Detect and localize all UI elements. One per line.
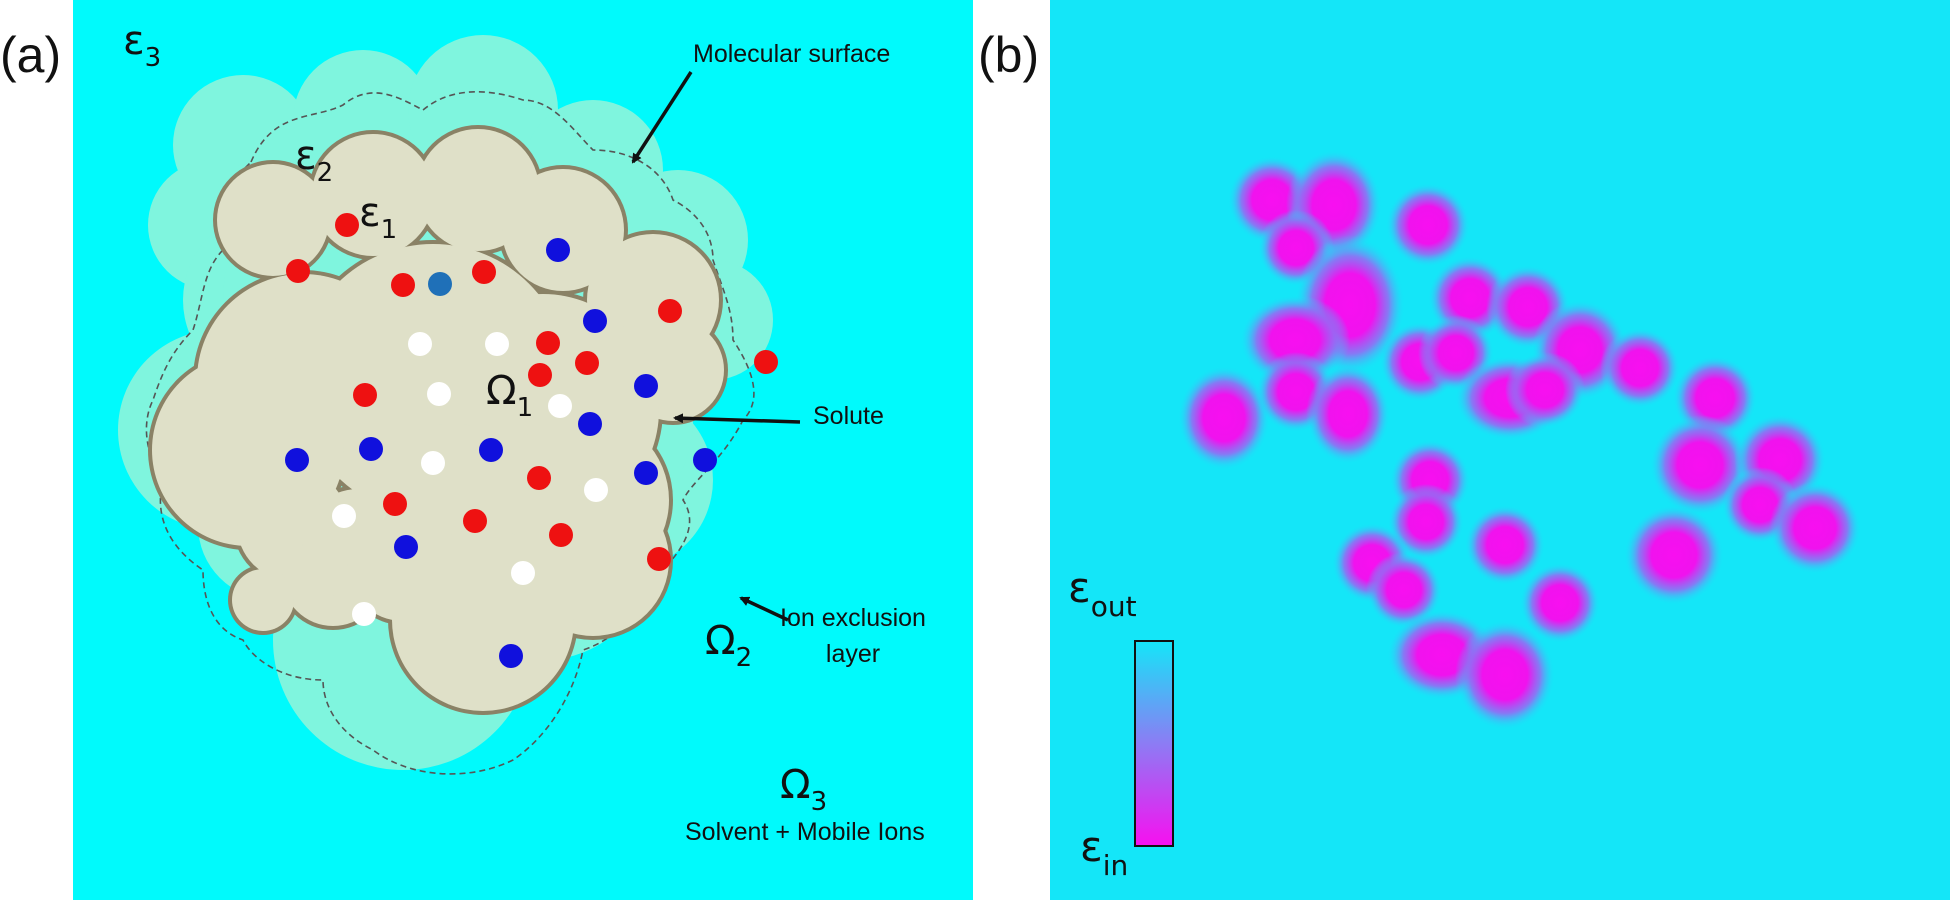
panel-a-letter: (a) [0,27,62,83]
panel-b-dielectric-map: εout εin [1050,0,1950,900]
ion-exclusion-label-line2: layer [825,640,881,668]
dielectric-map [1134,150,1861,847]
epsilon-1-symbol: ε1 [359,190,398,245]
neutral-atoms [332,332,608,626]
colorbar-bottom-label: εin [1080,822,1129,882]
epsilon-3-symbol: ε3 [123,18,162,73]
positive-charges [286,213,778,571]
special-atom [428,272,452,296]
molecular-surface-label: Molecular surface [693,40,891,68]
solute-arrow [673,413,801,424]
colorbar-top-label: εout [1068,563,1137,623]
low-dielectric-regions [1178,150,1861,730]
omega-3-symbol: Ω3 [780,762,828,817]
solvent-label: Solvent + Mobile Ions [685,818,925,846]
solute-diagram [118,35,801,775]
ion-exclusion-label-line1: Ion exclusion [780,604,926,632]
panel-a-schematic: ε3 ε2 ε1 Ω1 Ω2 Ω3 Molecular surface Solu… [73,0,973,900]
solute-label: Solute [813,402,884,430]
negative-charges [285,238,717,668]
molecular-surface-arrow [631,71,693,164]
atoms [285,213,778,668]
colorbar [1134,640,1174,847]
omega-2-symbol: Ω2 [705,618,753,673]
epsilon-2-symbol: ε2 [295,133,334,188]
ion-exclusion-arrow [739,596,789,622]
panel-b-letter: (b) [978,27,1040,83]
omega-1-symbol: Ω1 [486,368,534,423]
